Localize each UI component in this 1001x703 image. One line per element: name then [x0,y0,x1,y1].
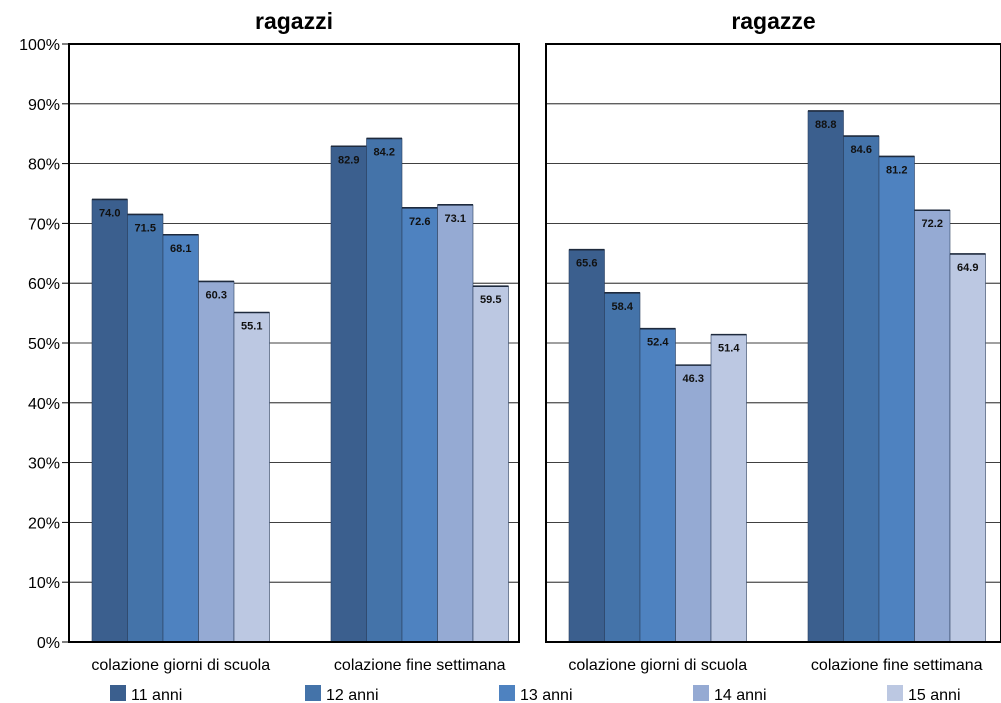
bar [472,285,509,643]
data-label: 74.0 [99,207,120,219]
legend-swatch [110,685,126,701]
legend-label: 11 anni [131,687,182,703]
data-label: 60.3 [206,289,227,301]
legend-swatch [499,685,515,701]
bar [366,138,403,643]
bar [914,209,951,643]
data-label: 82.9 [338,154,359,166]
category-label: colazione giorni di scuola [568,657,747,674]
y-tick-label: 30% [28,456,60,473]
y-tick-label: 0% [37,635,60,652]
bar [127,214,164,643]
data-label: 84.6 [851,144,872,156]
data-label: 59.5 [480,294,501,306]
bar [91,199,128,643]
data-label: 71.5 [135,222,156,234]
legend: 11 anni 12 anni 13 anni 14 anni 15 anni [110,685,961,703]
bar [604,292,641,643]
y-tick-label: 40% [28,396,60,413]
bar [949,253,986,643]
data-label: 51.4 [718,343,740,355]
bar [568,249,605,643]
panel-2: ragazze 65.6 58.4 52.4 46.3 51.4 colazione gio… [545,8,1001,674]
data-label: 68.1 [170,243,191,255]
data-label: 72.2 [922,218,943,230]
data-label: 72.6 [409,216,430,228]
bar [198,281,235,643]
legend-label: 13 anni [520,687,573,703]
data-label: 46.3 [683,373,704,385]
y-tick-label: 70% [28,216,60,233]
bar [639,328,676,643]
y-tick-label: 60% [28,276,60,293]
data-label: 64.9 [957,262,978,274]
bar [710,334,747,643]
data-label: 52.4 [647,337,669,349]
legend-swatch [305,685,321,701]
y-tick-label: 100% [19,37,60,54]
y-tick-label: 80% [28,157,60,174]
data-label: 58.4 [612,301,634,313]
bar [843,135,880,643]
bar [878,156,915,643]
category-label: colazione fine settimana [811,657,983,674]
y-tick-label: 50% [28,336,60,353]
bar [807,110,844,643]
bar [162,234,199,643]
bar [675,364,712,643]
bar [401,207,438,643]
legend-label: 15 anni [908,687,961,703]
panel-1: ragazzi 74.0 71.5 68.1 60.3 55.1 colazione gio… [68,8,520,674]
bar [330,145,367,643]
data-label: 65.6 [576,258,597,270]
y-tick-label: 20% [28,515,60,532]
y-tick-label: 90% [28,97,60,114]
data-label: 81.2 [886,164,907,176]
plot-frame [545,43,1001,643]
data-label: 73.1 [445,213,466,225]
legend-swatch [693,685,709,701]
data-label: 55.1 [241,321,262,333]
legend-label: 12 anni [326,687,379,703]
category-label: colazione fine settimana [334,657,506,674]
bar [233,312,270,643]
category-label: colazione giorni di scuola [91,657,270,674]
data-label: 88.8 [815,119,836,131]
data-label: 84.2 [374,146,395,158]
legend-label: 14 anni [714,687,767,703]
bar [437,204,474,643]
y-tick-label: 10% [28,575,60,592]
panel-title: ragazzi [255,8,333,34]
legend-swatch [887,685,903,701]
panel-title: ragazze [731,8,815,34]
